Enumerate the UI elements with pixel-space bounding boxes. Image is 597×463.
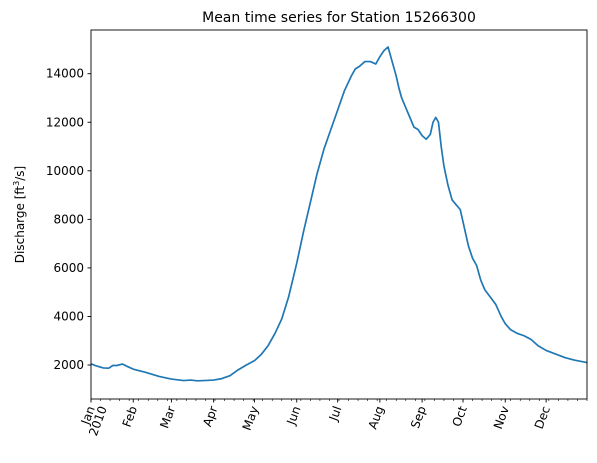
chart-title: Mean time series for Station 15266300 [202,10,476,26]
y-axis-label-text: Discharge [ft3/s] [12,166,27,263]
y-tick-label: 14000 [46,67,84,81]
y-label-sup: 3 [12,181,21,186]
x-tick-label: Oct [450,404,470,429]
x-tick-label: Jul [326,404,344,423]
series-line [90,46,588,382]
y-axis-label: Discharge [ft3/s] [12,166,27,263]
y-tick-label: 4000 [53,309,84,323]
plot-frame [90,29,588,400]
y-label-prefix: Discharge [ft [13,186,27,264]
y-tick-label: 8000 [53,212,84,226]
plot-area [90,46,588,382]
x-tick-label: Apr [200,404,220,428]
x-tick-label: Feb [120,404,140,429]
x-tick-label: Jun [284,404,304,427]
y-tick-label: 10000 [46,164,84,178]
y-label-suffix: /s] [13,166,27,181]
y-tick-label: 12000 [46,115,84,129]
y-axis: 2000 4000 6000 8000 10000 12000 14000 [46,67,91,372]
x-tick-label: Jan [78,404,98,427]
y-tick-label: 2000 [53,358,84,372]
y-tick-label: 6000 [53,261,84,275]
